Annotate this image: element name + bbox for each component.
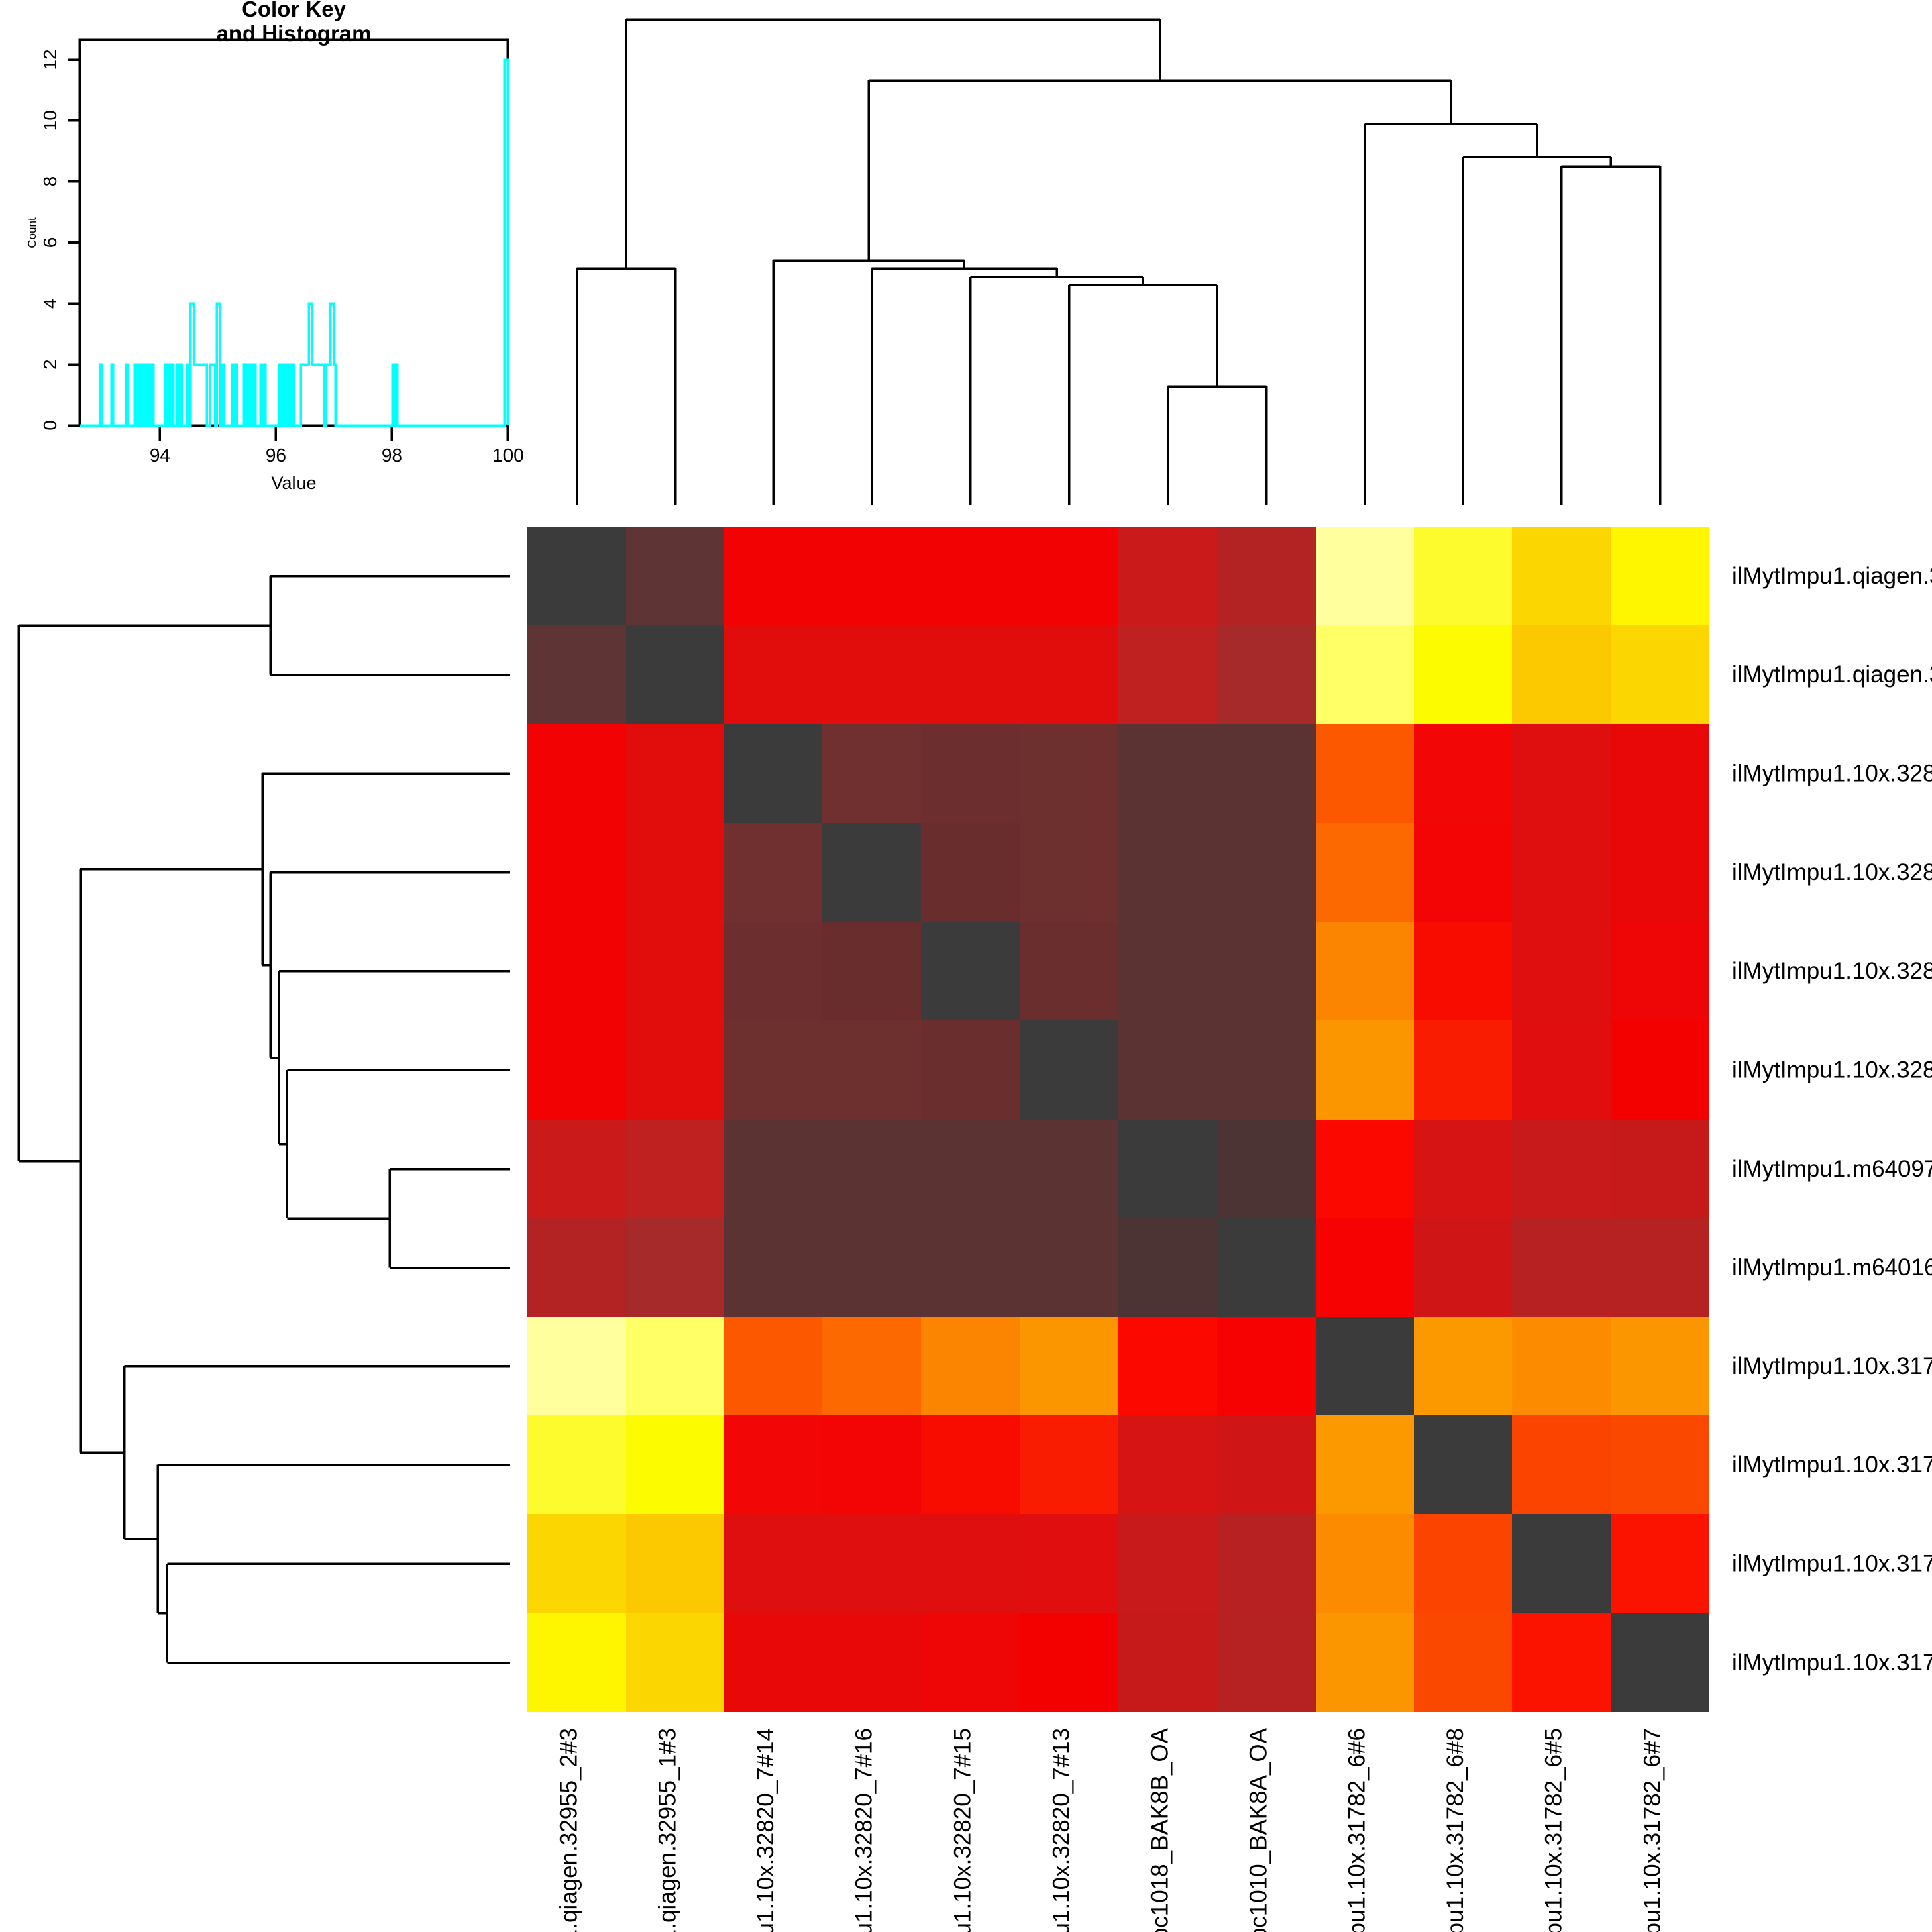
- svg-text:Value: Value: [271, 473, 316, 493]
- svg-text:ilMytImpu1.10x.32820_7#16: ilMytImpu1.10x.32820_7#16: [1732, 859, 1932, 885]
- svg-text:ilMytImpu1.10x.32820_7#14: ilMytImpu1.10x.32820_7#14: [1732, 761, 1932, 787]
- svg-text:ilMytImpu1.10x.32820_7#14: ilMytImpu1.10x.32820_7#14: [753, 1728, 779, 1932]
- svg-text:ilMytImpu1.10x.32820_7#15: ilMytImpu1.10x.32820_7#15: [1732, 958, 1932, 984]
- svg-text:ilMytImpu1.bc1010_BAK8A_OA: ilMytImpu1.bc1010_BAK8A_OA: [1246, 1727, 1272, 1932]
- svg-text:94: 94: [150, 445, 170, 466]
- svg-text:96: 96: [266, 445, 286, 466]
- svg-text:0: 0: [40, 420, 60, 431]
- svg-text:ilMytImpu1.qiagen.32955_2#3: ilMytImpu1.qiagen.32955_2#3: [556, 1728, 582, 1932]
- svg-text:8: 8: [40, 176, 60, 187]
- svg-text:Color Key: Color Key: [241, 0, 347, 21]
- svg-text:ilMytImpu1.10x.31782_6#8: ilMytImpu1.10x.31782_6#8: [1732, 1452, 1932, 1478]
- svg-text:and Histogram: and Histogram: [216, 21, 371, 46]
- svg-text:ilMytImpu1.10x.32820_7#16: ilMytImpu1.10x.32820_7#16: [851, 1728, 877, 1932]
- svg-text:6: 6: [40, 237, 60, 248]
- svg-text:12: 12: [40, 49, 60, 70]
- svg-text:98: 98: [382, 445, 402, 466]
- svg-text:ilMytImpu1.10x.32820_7#13: ilMytImpu1.10x.32820_7#13: [1732, 1057, 1932, 1083]
- svg-text:ilMytImpu1.10x.32820_7#13: ilMytImpu1.10x.32820_7#13: [1049, 1728, 1075, 1932]
- svg-text:ilMytImpu1.10x.31782_6#7: ilMytImpu1.10x.31782_6#7: [1640, 1728, 1666, 1932]
- svg-text:ilMytImpu1.bc1018_BAK8B_OA: ilMytImpu1.bc1018_BAK8B_OA: [1147, 1727, 1173, 1932]
- svg-text:ilMytImpu1.qiagen.32955_1#3: ilMytImpu1.qiagen.32955_1#3: [1732, 661, 1932, 688]
- svg-text:10: 10: [40, 110, 60, 131]
- svg-text:100: 100: [492, 445, 524, 466]
- svg-text:ilMytImpu1.10x.31782_6#6: ilMytImpu1.10x.31782_6#6: [1732, 1353, 1932, 1379]
- svg-text:ilMytImpu1.10x.32820_7#15: ilMytImpu1.10x.32820_7#15: [950, 1728, 976, 1932]
- svg-text:ilMytImpu1.qiagen.32955_1#3: ilMytImpu1.qiagen.32955_1#3: [655, 1728, 681, 1932]
- svg-text:ilMytImpu1.10x.31782_6#6: ilMytImpu1.10x.31782_6#6: [1344, 1728, 1371, 1932]
- svg-text:2: 2: [40, 359, 60, 370]
- svg-text:4: 4: [40, 299, 60, 309]
- svg-text:ilMytImpu1.m640165_230124: ilMytImpu1.m640165_230124: [1732, 1254, 1932, 1281]
- svg-text:ilMytImpu1.m64097e_230124: ilMytImpu1.m64097e_230124: [1732, 1156, 1932, 1182]
- svg-text:ilMytImpu1.10x.31782_6#5: ilMytImpu1.10x.31782_6#5: [1541, 1728, 1567, 1932]
- svg-text:ilMytImpu1.10x.31782_6#7: ilMytImpu1.10x.31782_6#7: [1732, 1650, 1932, 1676]
- svg-text:Count: Count: [25, 217, 38, 248]
- svg-text:ilMytImpu1.10x.31782_6#8: ilMytImpu1.10x.31782_6#8: [1442, 1728, 1468, 1932]
- svg-text:ilMytImpu1.qiagen.32955_2#3: ilMytImpu1.qiagen.32955_2#3: [1732, 563, 1932, 589]
- svg-text:ilMytImpu1.10x.31782_6#5: ilMytImpu1.10x.31782_6#5: [1732, 1551, 1932, 1577]
